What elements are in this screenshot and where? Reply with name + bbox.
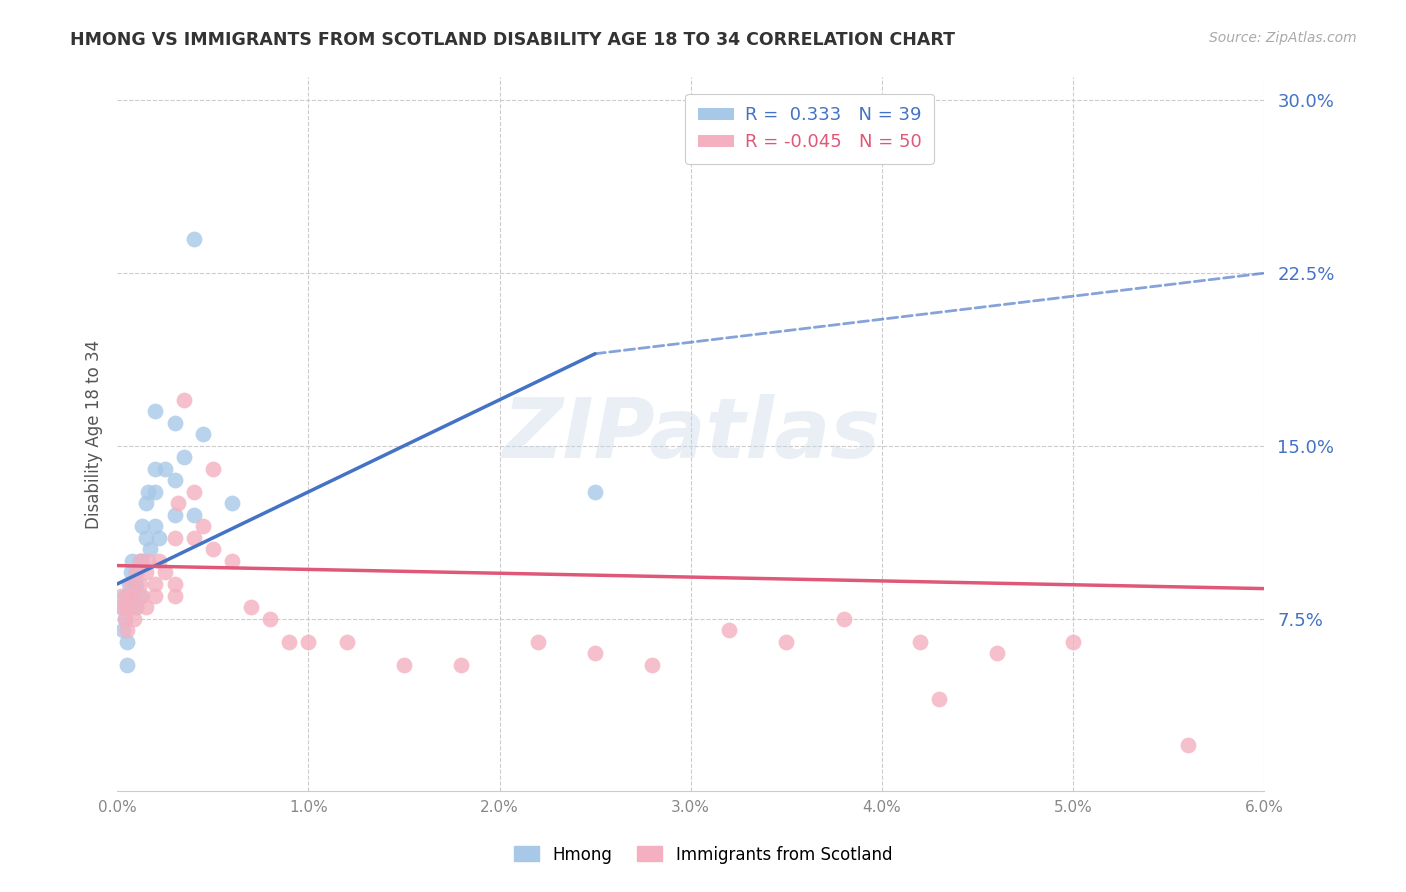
Point [163,474,186,488]
Point [583,646,606,660]
Point [832,611,855,625]
Point [114,611,136,625]
Point [125,577,148,591]
Point [125,566,148,580]
Point [110,600,132,615]
Point [131,554,153,568]
Point [641,657,664,672]
Point [173,392,195,407]
Point [163,589,186,603]
Point [129,554,152,568]
Point [201,542,224,557]
Point [125,600,148,615]
Point [135,496,157,510]
Text: HMONG VS IMMIGRANTS FROM SCOTLAND DISABILITY AGE 18 TO 34 CORRELATION CHART: HMONG VS IMMIGRANTS FROM SCOTLAND DISABI… [70,31,955,49]
Point [145,519,167,533]
Point [163,416,186,430]
Point [121,589,143,603]
Point [193,519,215,533]
Point [183,531,205,545]
Point [526,634,548,648]
Point [115,623,138,637]
Point [114,589,136,603]
Point [193,427,215,442]
Point [173,450,195,465]
Point [167,496,190,510]
Point [450,657,472,672]
Point [110,589,132,603]
Point [148,531,170,545]
Point [115,589,138,603]
Point [908,634,931,648]
Point [583,484,606,499]
Point [120,589,142,603]
Point [136,554,159,568]
Point [183,232,205,246]
Point [240,600,263,615]
Text: Source: ZipAtlas.com: Source: ZipAtlas.com [1209,31,1357,45]
Point [153,462,176,476]
Y-axis label: Disability Age 18 to 34: Disability Age 18 to 34 [86,340,103,529]
Point [120,566,142,580]
Point [145,404,167,418]
Point [336,634,359,648]
Point [297,634,319,648]
Point [131,589,153,603]
Point [145,577,167,591]
Point [125,566,148,580]
Point [717,623,740,637]
Point [145,484,167,499]
Point [124,577,146,591]
Point [135,566,157,580]
Point [129,577,152,591]
Point [145,589,167,603]
Point [138,542,160,557]
Point [1062,634,1084,648]
Point [118,589,141,603]
Point [259,611,281,625]
Point [121,554,143,568]
Point [125,600,148,615]
Point [1177,738,1199,752]
Point [392,657,415,672]
Point [278,634,301,648]
Point [118,577,141,591]
Point [183,508,205,522]
Point [928,692,950,706]
Point [221,496,243,510]
Point [153,566,176,580]
Point [124,611,146,625]
Point [148,554,170,568]
Point [135,600,157,615]
Legend: Hmong, Immigrants from Scotland: Hmong, Immigrants from Scotland [508,839,898,871]
Point [145,462,167,476]
Point [163,508,186,522]
Point [183,484,205,499]
Point [221,554,243,568]
Point [775,634,797,648]
Point [115,634,138,648]
Point [115,657,138,672]
Point [115,600,138,615]
Point [163,577,186,591]
Point [136,484,159,499]
Point [986,646,1008,660]
Point [131,519,153,533]
Point [201,462,224,476]
Point [114,611,136,625]
Point [135,531,157,545]
Text: ZIPatlas: ZIPatlas [502,394,880,475]
Point [120,577,142,591]
Legend: R =  0.333   N = 39, R = -0.045   N = 50: R = 0.333 N = 39, R = -0.045 N = 50 [685,94,934,164]
Point [111,623,134,637]
Point [111,600,134,615]
Point [163,531,186,545]
Point [129,554,152,568]
Point [129,589,152,603]
Point [118,600,141,615]
